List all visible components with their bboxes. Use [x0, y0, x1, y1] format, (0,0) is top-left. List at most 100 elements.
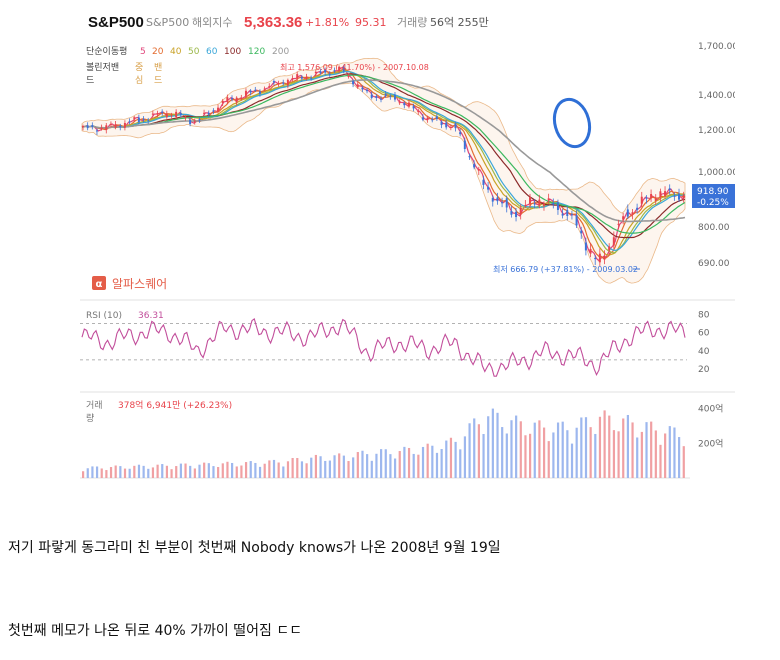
- volume-bar: [221, 463, 224, 478]
- candle-body: [105, 125, 108, 130]
- ma-legend-period: 5: [140, 47, 146, 57]
- rsi-tick-label: 80: [698, 311, 710, 321]
- candle-body: [631, 212, 634, 215]
- volume-bar: [547, 441, 550, 478]
- price-tick-label: 1,400.00: [698, 91, 735, 101]
- candle-body: [123, 123, 126, 128]
- candle-body: [524, 204, 527, 206]
- index-name: S&P500: [146, 16, 189, 29]
- volume-bar: [319, 456, 322, 478]
- volume-bar: [268, 460, 271, 478]
- candle-body: [212, 110, 215, 112]
- candle-body: [179, 113, 182, 116]
- volume-bar: [668, 426, 671, 478]
- volume-bar: [612, 430, 616, 478]
- moving-average-lines: [81, 66, 686, 262]
- volume-bar: [286, 461, 290, 478]
- volume-bar: [258, 466, 262, 478]
- volume-bar: [538, 420, 541, 478]
- candle-body: [440, 121, 443, 126]
- volume-bar: [449, 437, 453, 478]
- volume-label: 거래량: [397, 16, 427, 29]
- volume-bar: [501, 427, 504, 478]
- price-tick-label: 800.00: [698, 223, 730, 233]
- rsi-threshold-lines: [80, 323, 687, 361]
- volume-bar: [324, 460, 327, 478]
- ma-legend-period: 120: [248, 47, 265, 57]
- volume-bar: [272, 459, 276, 478]
- ma-legend-periods: 5 20 40 50 60 100 120 200: [140, 47, 289, 57]
- volume-bar: [86, 468, 89, 478]
- candle-body: [91, 125, 94, 127]
- candle-body: [305, 76, 308, 80]
- price-axis: 1,700.00 1,400.00 1,200.00 1,000.00 800.00 69…: [698, 42, 735, 269]
- volume-bar: [300, 461, 304, 478]
- volume-bar: [673, 427, 676, 478]
- candle-body: [296, 74, 299, 79]
- current-price: 5,363.36: [244, 14, 302, 31]
- candle-body: [217, 107, 220, 112]
- candle-body: [114, 124, 117, 128]
- price-tick-label: 690.00: [698, 259, 730, 269]
- volume-bar: [356, 452, 359, 478]
- volume-bar: [254, 462, 257, 478]
- volume-bar: [123, 468, 127, 478]
- volume-bar: [170, 469, 173, 478]
- candle-body: [366, 90, 369, 92]
- volume-bar: [421, 446, 425, 478]
- volume-bar: [244, 462, 248, 478]
- watermark-text: 알파스퀘어: [112, 277, 167, 291]
- candle-body: [463, 140, 466, 149]
- candle-body: [300, 76, 303, 79]
- rsi-label: RSI (10): [86, 311, 122, 321]
- bb-legend-label-1: 볼린저밴: [86, 62, 119, 73]
- candle-body: [272, 81, 275, 83]
- volume-bar: [566, 430, 569, 478]
- candle-body: [487, 186, 490, 190]
- chart-header: S&P500 S&P500 해외지수 5,363.36 +1.81% 95.31…: [88, 14, 489, 31]
- volume-bar: [342, 455, 345, 478]
- volume-bar: [128, 468, 131, 478]
- candle-body: [426, 117, 429, 120]
- watermark-logo-icon: [92, 276, 106, 290]
- watermark-logo-glyph: α: [96, 279, 103, 290]
- candle-body: [566, 210, 569, 216]
- candle-body: [347, 75, 350, 77]
- rsi-panel: RSI (10) 36.31 80 60 40 20: [80, 311, 710, 377]
- volume-bar: [580, 417, 583, 478]
- volume-bar: [664, 433, 667, 478]
- volume-bar: [403, 446, 406, 478]
- candle-body: [454, 123, 457, 129]
- volume-bar: [226, 461, 229, 478]
- volume-bar: [380, 449, 383, 478]
- volume-bar: [598, 416, 602, 478]
- volume-bar: [496, 412, 499, 478]
- candle-body: [244, 90, 247, 96]
- candle-body: [170, 114, 173, 116]
- candle-body: [352, 81, 355, 85]
- volume-bar: [431, 445, 434, 478]
- volume-bar: [477, 424, 480, 478]
- price-tag-box: [692, 184, 735, 208]
- volume-bar: [137, 464, 141, 478]
- volume-bar: [533, 422, 536, 478]
- bb-legend-label-2: 드: [86, 76, 94, 86]
- volume-bar: [389, 454, 392, 478]
- volume-bar: [556, 422, 560, 478]
- candle-body: [375, 96, 378, 98]
- volume-bar: [682, 446, 685, 478]
- bb-word-mid-2: 심: [135, 75, 143, 86]
- volume-bar: [542, 427, 546, 478]
- candle-body: [184, 116, 187, 118]
- candle-body: [417, 110, 420, 113]
- price-tick-label: 1,000.00: [698, 168, 735, 178]
- stock-chart[interactable]: S&P500 S&P500 해외지수 5,363.36 +1.81% 95.31…: [80, 0, 735, 485]
- candle-body: [82, 126, 84, 128]
- volume-bar: [645, 422, 648, 478]
- volume-bar: [608, 415, 611, 478]
- candle-body: [617, 223, 620, 225]
- candle-body: [664, 191, 667, 196]
- volume-bar: [524, 435, 527, 478]
- volume-bars: [82, 408, 685, 478]
- candle-body: [240, 97, 243, 99]
